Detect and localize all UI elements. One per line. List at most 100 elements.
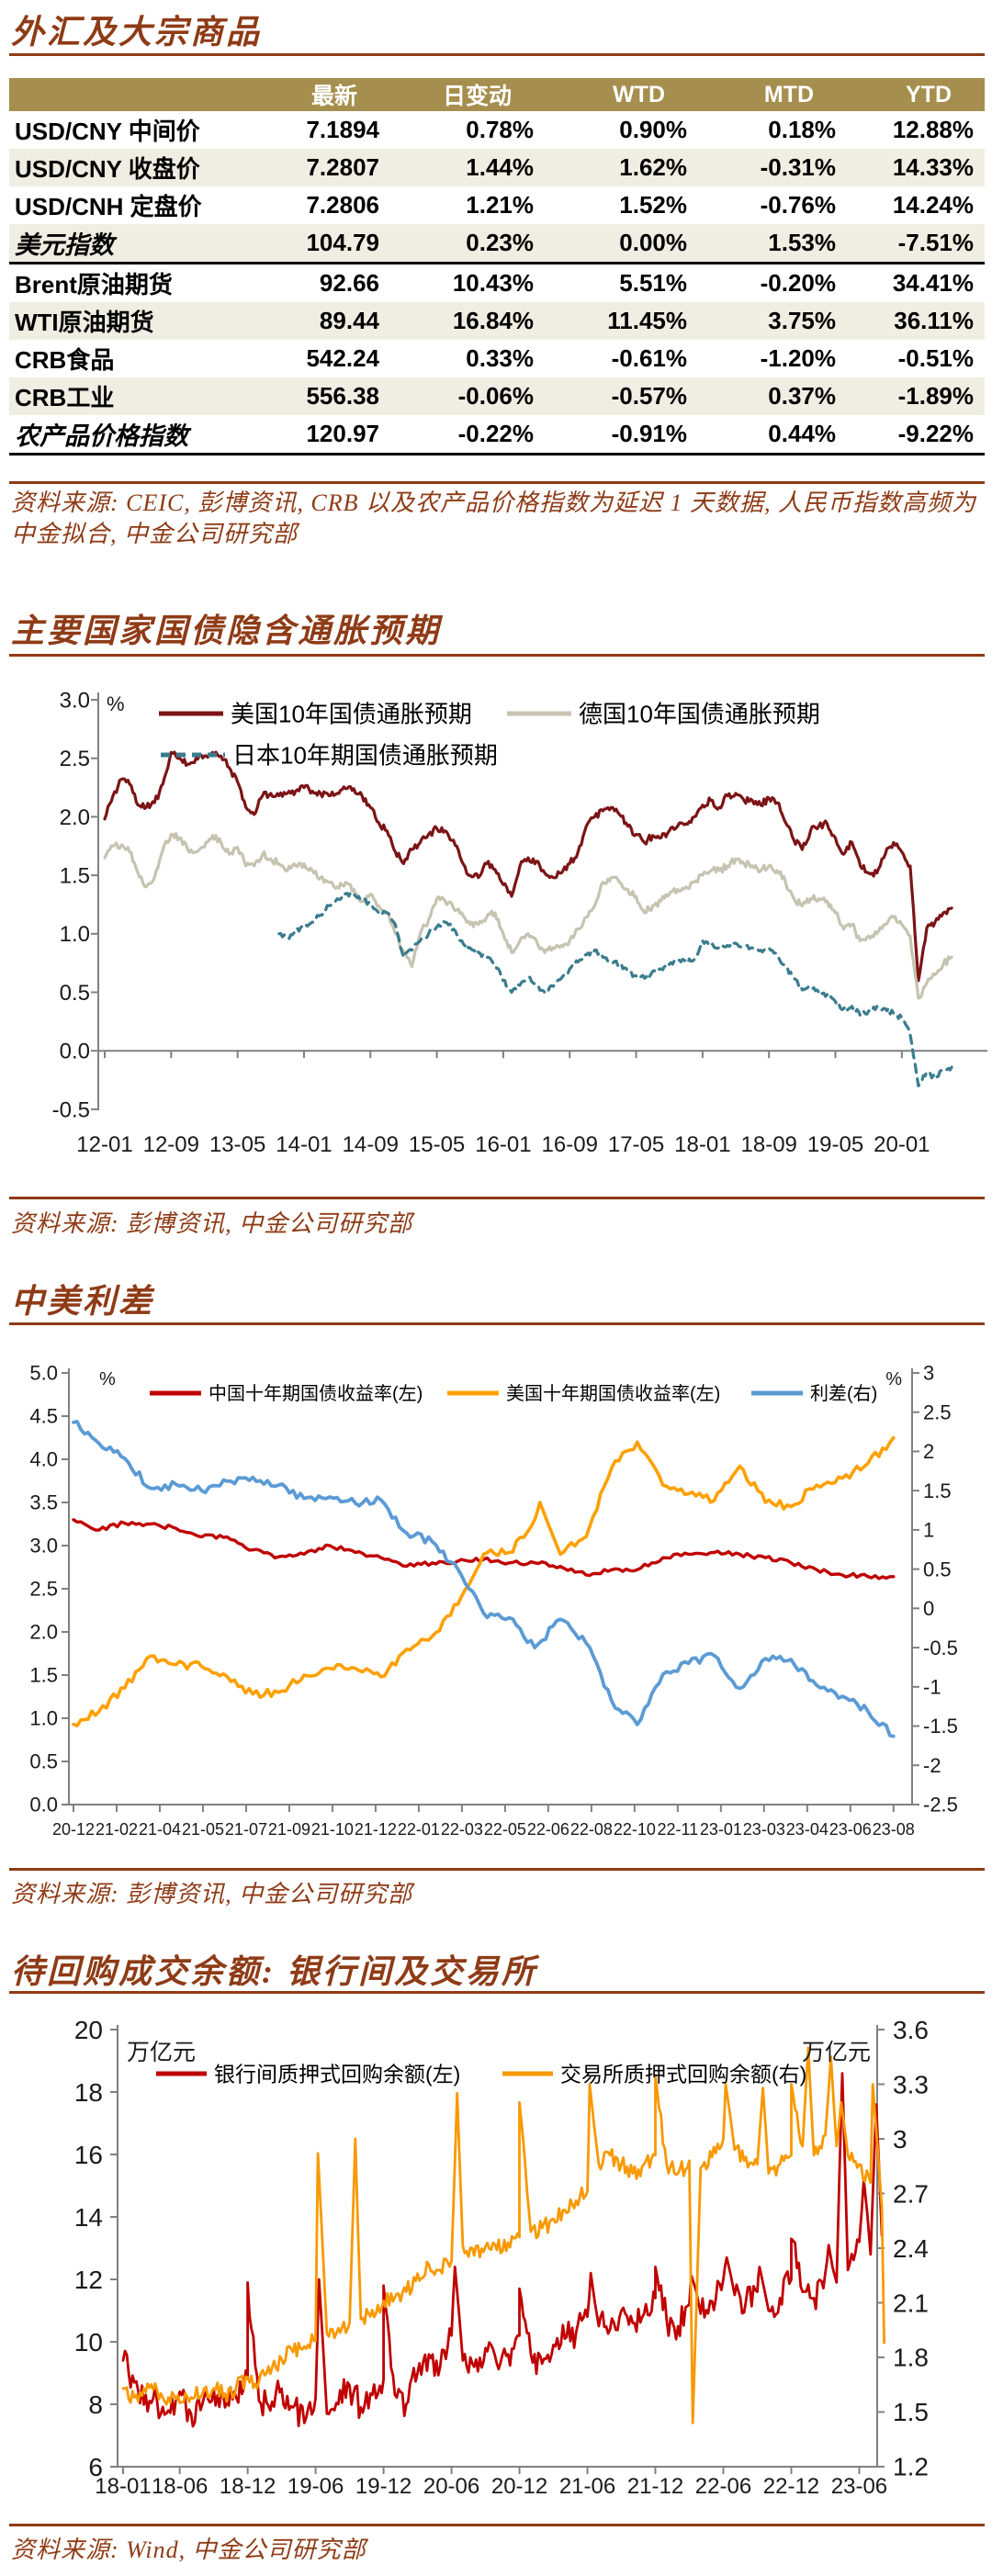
y-axis-tick-label-left: -0.5 — [52, 1097, 90, 1122]
y-axis-tick-label-left: 0.0 — [60, 1040, 90, 1064]
y-axis-tick-label-left: 0.0 — [29, 1794, 58, 1817]
col-header-最新: 最新 — [285, 78, 390, 111]
series-line-interbank — [121, 2072, 884, 2428]
y-axis-tick-label-right: 2.4 — [893, 2234, 929, 2263]
x-axis-tick-label: 23-06 — [829, 1820, 872, 1839]
x-axis-tick-label: 21-12 — [627, 2474, 683, 2499]
row-label: Brent原油期货 — [15, 271, 173, 298]
table-cell: -1.20% — [760, 344, 836, 372]
axis-unit-label: % — [885, 1369, 902, 1389]
fx-table: 最新 日变动 WTD MTD YTD USD/CNY 中间价 7.1894 0.78% 0.9… — [9, 78, 985, 456]
x-axis-tick-label: 15-05 — [409, 1132, 465, 1157]
source-divider — [9, 2524, 985, 2526]
x-axis-tick-label: 14-01 — [276, 1132, 332, 1157]
section-title-spread: 中美利差 — [11, 1283, 155, 1320]
table-cell: 7.2806 — [306, 191, 379, 219]
series-line-us — [103, 750, 953, 983]
y-axis-tick-label-right: 1.2 — [893, 2453, 929, 2481]
legend-label-cn-10y: 中国十年期国债收益率(左) — [209, 1383, 423, 1404]
y-axis-tick-label-left: 10 — [74, 2328, 103, 2357]
y-axis-tick-label-left: 4.5 — [29, 1405, 58, 1428]
x-axis-tick-label: 13-05 — [209, 1132, 265, 1157]
y-axis-tick-label-right: -0.5 — [923, 1637, 958, 1659]
table-row: WTI原油期货 89.44 16.84% 11.45% 3.75% 36.11% — [9, 302, 985, 340]
table-row: CRB食品 542.24 0.33% -0.61% -1.20% -0.51% — [9, 340, 985, 377]
legend-label-exchange: 交易所质押式回购余额(右) — [560, 2062, 806, 2086]
x-axis-tick-label: 22-03 — [441, 1820, 483, 1839]
axis-unit-label: % — [107, 692, 125, 715]
y-axis-tick-label-left: 14 — [74, 2203, 103, 2232]
x-axis-tick-label: 22-08 — [570, 1820, 613, 1839]
title-divider — [9, 1991, 985, 1994]
x-axis-tick-label: 12-01 — [76, 1132, 132, 1157]
series-line-cn-10y — [72, 1518, 896, 1580]
y-axis-tick-label-left: 3.0 — [60, 688, 90, 713]
y-axis-tick-label-left: 2.5 — [29, 1578, 58, 1601]
table-cell: 92.66 — [319, 269, 379, 297]
x-axis-tick-label: 20-12 — [52, 1820, 95, 1839]
y-axis-tick-label-right: 2.5 — [923, 1400, 952, 1423]
table-cell: 1.53% — [698, 224, 847, 264]
table-cell: 0.00% — [545, 224, 698, 264]
x-axis-tick-label: 23-01 — [700, 1820, 742, 1839]
axis-unit-label: 万亿元 — [802, 2040, 871, 2065]
table-cell: -0.06% — [457, 382, 534, 410]
x-axis-tick-label: 22-01 — [398, 1820, 440, 1839]
source-note-fx: 资料来源: CEIC, 彭博资讯, CRB 以及农产品价格指数为延迟 1 天数据… — [11, 489, 976, 547]
series-line-spread — [72, 1420, 896, 1738]
col-header-empty — [9, 78, 285, 111]
table-cell: 3.75% — [768, 307, 836, 334]
table-cell: 0.44% — [698, 415, 847, 456]
table-cell: -0.76% — [760, 191, 836, 219]
x-axis-tick-label: 19-05 — [807, 1132, 863, 1157]
y-axis-tick-label-left: 3.5 — [29, 1491, 58, 1514]
row-label: 农产品价格指数 — [9, 415, 285, 456]
y-axis-tick-label-left: 2.0 — [29, 1621, 58, 1644]
row-label: USD/CNY 中间价 — [15, 118, 200, 145]
table-cell: 1.44% — [466, 153, 534, 181]
chart-canvas: 20 18 16 14 12 10 8 6 3.6 3.3 3 2.7 2.4 2.1 1.8 1.5 1.2 1… — [74, 2016, 929, 2499]
x-axis-tick-label: 22-11 — [658, 1820, 699, 1839]
table-cell: -7.51% — [847, 224, 985, 264]
y-axis-tick-label-left: 2.5 — [60, 747, 90, 771]
table-cell: -0.61% — [611, 344, 687, 372]
source-divider — [9, 481, 985, 484]
row-label: USD/CNY 收盘价 — [15, 155, 200, 183]
table-cell: 0.37% — [768, 382, 836, 410]
table-row: 美元指数 104.79 0.23% 0.00% 1.53% -7.51% — [9, 224, 985, 264]
y-axis-tick-label-left: 0.5 — [60, 981, 90, 1006]
y-axis-tick-label-left: 2.0 — [60, 805, 90, 830]
title-divider — [9, 53, 985, 56]
table-cell: 0.33% — [466, 344, 534, 372]
row-label: CRB工业 — [15, 384, 115, 411]
x-axis-tick-label: 23-08 — [873, 1820, 915, 1839]
x-axis-tick-label: 18-01 — [674, 1132, 730, 1157]
y-axis-tick-label-right: 2 — [923, 1440, 934, 1463]
series-line-de — [103, 832, 953, 1000]
table-cell: 5.51% — [619, 269, 687, 297]
x-axis-tick-label: 20-01 — [874, 1132, 930, 1157]
table-row: 农产品价格指数 120.97 -0.22% -0.91% 0.44% -9.22% — [9, 415, 985, 456]
source-note-inflation: 资料来源: 彭博资讯, 中金公司研究部 — [11, 1210, 413, 1237]
title-divider — [9, 654, 985, 657]
series-line-jp — [277, 891, 953, 1087]
table-cell: 89.44 — [319, 307, 379, 334]
table-cell: 1.21% — [466, 191, 534, 219]
series-line-us-10y — [72, 1435, 896, 1727]
row-label: USD/CNH 定盘价 — [15, 193, 202, 220]
fx-table-body: USD/CNY 中间价 7.1894 0.78% 0.90% 0.18% 12.88% US… — [9, 111, 985, 456]
col-header-YTD: YTD — [847, 78, 985, 111]
y-axis-tick-label-left: 1.0 — [60, 922, 90, 947]
table-cell: 1.52% — [619, 191, 687, 219]
y-axis-tick-label-left: 4.0 — [29, 1448, 58, 1471]
x-axis-tick-label: 21-10 — [311, 1820, 354, 1839]
x-axis-tick-label: 21-02 — [96, 1820, 138, 1839]
table-cell: 556.38 — [306, 382, 379, 410]
x-axis-tick-label: 18-09 — [741, 1132, 797, 1157]
table-cell: 104.79 — [285, 224, 390, 264]
row-label: CRB食品 — [15, 346, 115, 374]
table-cell: -0.22% — [390, 415, 545, 456]
table-cell: 14.33% — [892, 153, 974, 181]
y-axis-tick-label-left: 3.0 — [29, 1535, 58, 1558]
source-note-repo: 资料来源: Wind, 中金公司研究部 — [11, 2537, 366, 2563]
